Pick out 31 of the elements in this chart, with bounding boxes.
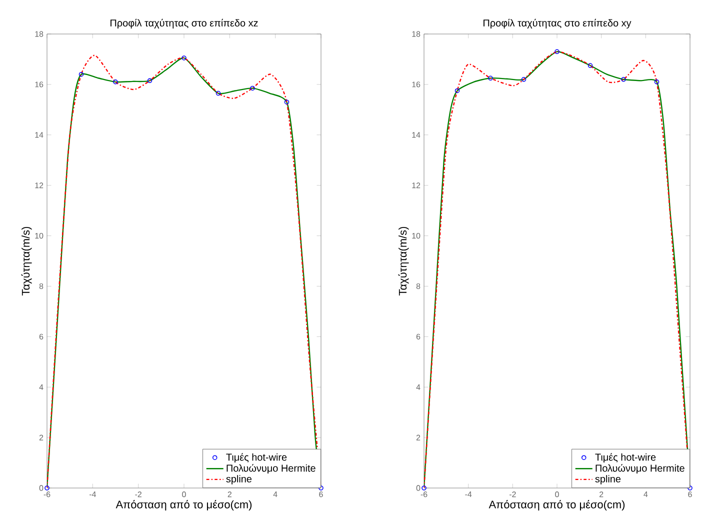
y-axis-title: Ταχύτητα(m/s) <box>21 226 32 296</box>
legend-label: Πολυώνυμο Hermite <box>226 464 316 474</box>
point <box>216 90 221 96</box>
point <box>422 486 426 490</box>
legend-label: spline <box>226 475 252 484</box>
point <box>688 486 692 490</box>
point <box>44 486 50 490</box>
point <box>588 63 593 68</box>
point <box>488 76 493 81</box>
point <box>250 86 255 91</box>
line-series <box>424 51 690 488</box>
point <box>454 88 460 94</box>
legend-label: Τιμές hot-wire <box>595 453 656 463</box>
x-axis-title: Απόσταση από το μέσο(cm) <box>116 500 252 511</box>
point <box>113 80 118 84</box>
point <box>147 78 152 84</box>
point <box>318 486 324 490</box>
legend-label: Πολυώνυμο Hermite <box>596 464 684 474</box>
point <box>284 100 290 104</box>
legend-label: spline <box>595 475 621 484</box>
point <box>521 77 526 82</box>
point <box>554 49 560 54</box>
point <box>654 80 660 84</box>
y-axis-title: Ταχύτητα(m/s) <box>398 226 409 296</box>
point <box>78 72 84 77</box>
chart-title: Προφίλ ταχύτητας στο επίπεδο xz <box>110 18 258 28</box>
point <box>182 56 186 60</box>
chart-title: Προφίλ ταχύτητας στο επίπεδο xy <box>484 18 632 28</box>
x-axis-title: Απόσταση από το μέσο(cm) <box>488 500 625 511</box>
point <box>621 77 626 82</box>
legend-label: Τιμές hot-wire <box>226 453 287 463</box>
